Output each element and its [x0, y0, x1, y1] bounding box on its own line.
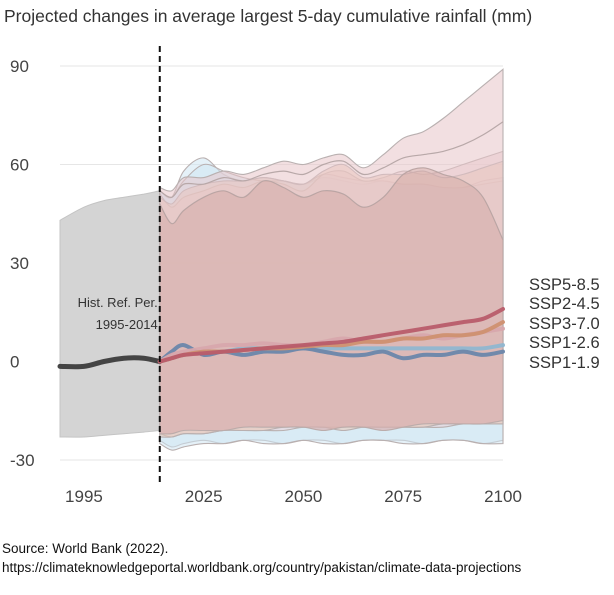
y-tick-label: -30: [10, 451, 35, 470]
historical-mean-line: [57, 355, 163, 370]
legend-label-ssp2-4-5: SSP2-4.5: [529, 295, 600, 313]
y-tick-label: 90: [10, 57, 29, 76]
historical-range-band: [59, 190, 161, 438]
projection-overlay: [159, 167, 504, 434]
x-tick-label: 2100: [484, 487, 522, 506]
y-tick-label: 30: [10, 254, 29, 273]
series-band-ssp5-8-5: [159, 68, 504, 435]
y-tick-label: 60: [10, 156, 29, 175]
x-tick-label: 1995: [65, 487, 103, 506]
reference-label-line2: 1995-2014: [96, 317, 158, 332]
source-url: https://climateknowledgeportal.worldbank…: [2, 560, 522, 575]
reference-label-line1: Hist. Ref. Per.: [78, 295, 158, 310]
legend-label-ssp1-1-9: SSP1-1.9: [529, 354, 600, 372]
ssp5-8-5-model-run: [159, 121, 504, 198]
legend-label-ssp5-8-5: SSP5-8.5: [529, 276, 600, 294]
source-citation: Source: World Bank (2022).: [2, 541, 169, 556]
legend-label-ssp1-2-6: SSP1-2.6: [529, 334, 600, 352]
x-tick-label: 2050: [285, 487, 323, 506]
x-tick-label: 2025: [185, 487, 223, 506]
series-line-ssp5-8-5: [157, 307, 505, 364]
chart-title: Projected changes in average largest 5-d…: [4, 6, 533, 26]
ssp5-8-5-model-run: [159, 167, 504, 241]
y-tick-label: 0: [10, 353, 19, 372]
legend-label-ssp3-7-0: SSP3-7.0: [529, 315, 600, 333]
chart-plot-area: Hist. Ref. Per. 1995-2014 90 60 30 0 -30 1995 20…: [10, 46, 600, 506]
x-tick-label: 2075: [384, 487, 422, 506]
